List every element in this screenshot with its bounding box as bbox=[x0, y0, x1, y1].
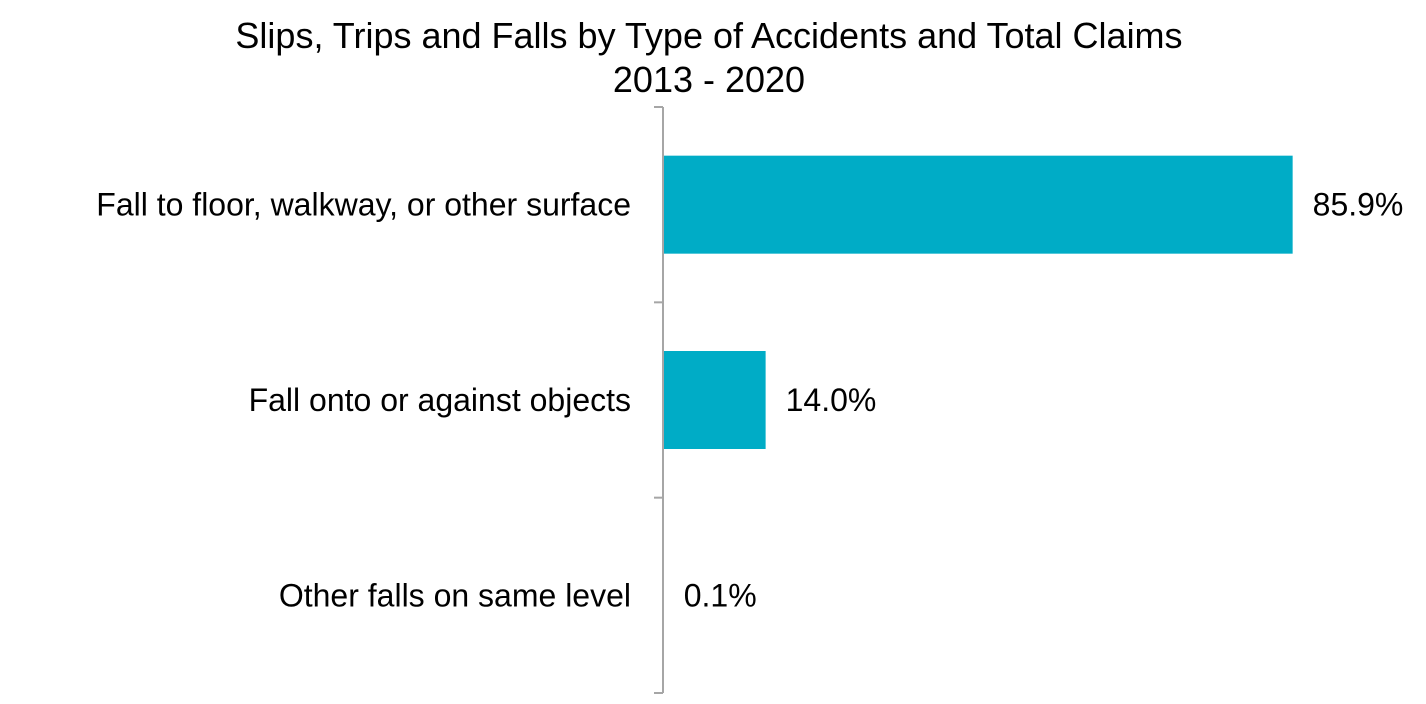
chart-subtitle: 2013 - 2020 bbox=[612, 59, 806, 100]
data-label: 85.9% bbox=[1313, 187, 1404, 223]
axis-layer bbox=[654, 106, 664, 694]
data-label: 14.0% bbox=[786, 382, 877, 418]
chart-title: Slips, Trips and Falls by Type of Accide… bbox=[235, 15, 1183, 56]
data-label: 0.1% bbox=[684, 577, 757, 613]
bar bbox=[664, 351, 766, 449]
category-label: Fall onto or against objects bbox=[249, 382, 631, 418]
category-label: Other falls on same level bbox=[279, 577, 631, 613]
bar bbox=[664, 155, 1293, 254]
category-label: Fall to floor, walkway, or other surface bbox=[96, 187, 631, 223]
labels-layer: Fall to floor, walkway, or other surface… bbox=[96, 187, 1403, 614]
chart-title-block: Slips, Trips and Falls by Type of Accide… bbox=[0, 14, 1426, 102]
bars-layer bbox=[664, 155, 1293, 449]
